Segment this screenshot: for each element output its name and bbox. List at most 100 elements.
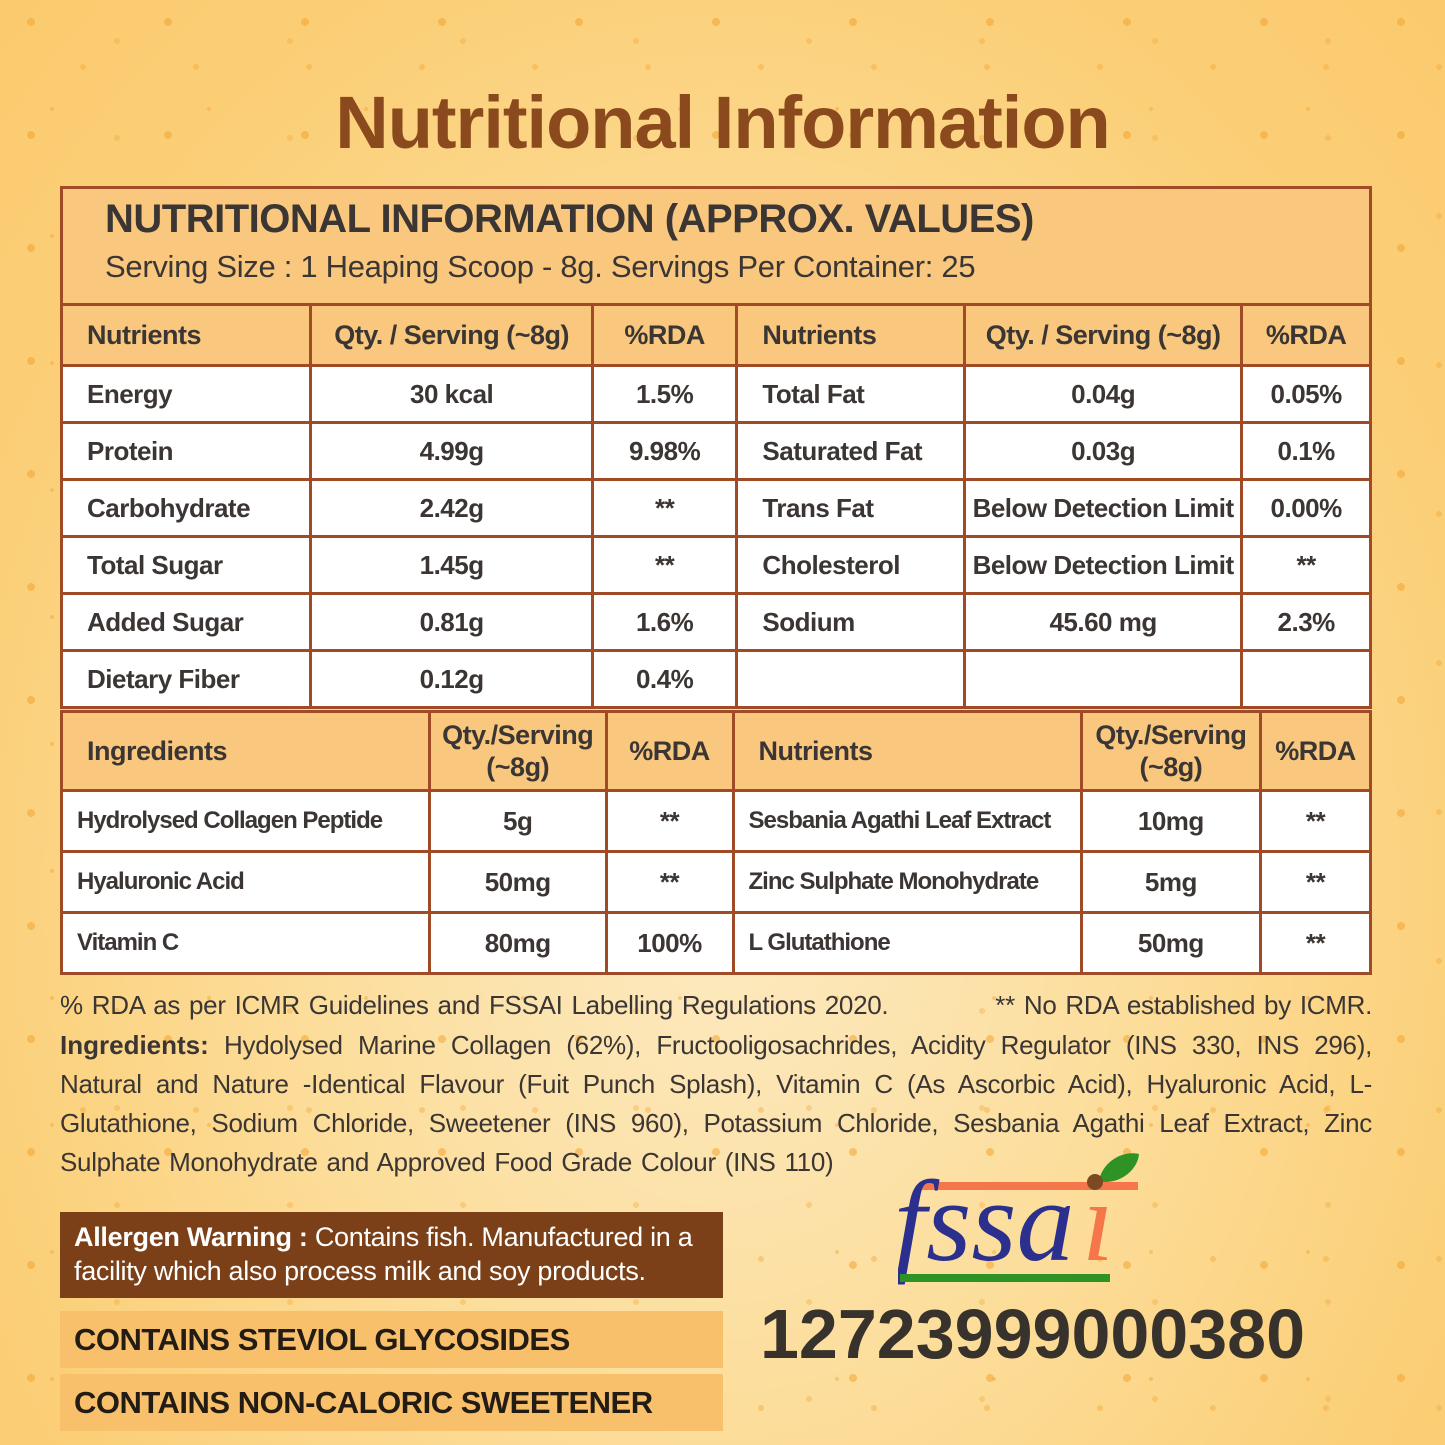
nutrient-rda: ** [590,478,739,538]
leaf-icon [1099,1153,1139,1183]
ingredient-qty: 10mg [1079,789,1263,853]
rda-footnote-line: % RDA as per ICMR Guidelines and FSSAI L… [60,986,1372,1025]
column-header: Nutrients [735,303,966,367]
page-title: Nutritional Information [335,81,1111,164]
column-header: Qty./Serving (~8g) [1079,710,1263,792]
nutrient-name [735,649,966,709]
ingredient-rda: ** [1259,911,1372,975]
nutrient-qty: 2.42g [309,478,594,538]
ingredient-name: Hyaluronic Acid [60,850,431,914]
allergen-warning-box: Allergen Warning : Contains fish. Manufa… [60,1212,723,1298]
nutrient-name: Saturated Fat [735,421,966,481]
nutrient-rda: 1.6% [590,592,739,652]
ingredient-qty: 5g [427,789,608,853]
ingredient-qty: 5mg [1079,850,1263,914]
nutrient-name: Carbohydrate [59,478,313,538]
fssai-logo-text-main: fssa [898,1158,1075,1286]
column-header: %RDA [590,303,739,367]
serving-size-line: Serving Size : 1 Heaping Scoop - 8g. Ser… [105,249,976,284]
nutrient-name: Sodium [735,592,966,652]
steviol-glycosides-bar: CONTAINS STEVIOL GLYCOSIDES [60,1311,723,1368]
fssai-license-number: 12723999000380 [760,1295,1306,1373]
nutrient-rda: 0.4% [590,649,739,709]
nutrition-info-box: NUTRITIONAL INFORMATION (APPROX. VALUES)… [60,186,1372,306]
nutrient-qty: 0.04g [962,364,1244,424]
column-header: Ingredients [60,710,431,792]
nutrient-rda: 1.5% [590,364,739,424]
fssai-logo-orange-bar [920,1182,1138,1190]
nutrient-qty: 45.60 mg [962,592,1244,652]
ingredient-qty: 80mg [427,911,608,975]
ingredient-name: L Glutathione [731,911,1083,975]
nutrient-rda: 9.98% [590,421,739,481]
nutrient-qty [962,649,1244,709]
nutrient-name: Trans Fat [735,478,966,538]
footnotes: % RDA as per ICMR Guidelines and FSSAI L… [60,986,1372,1182]
nutrient-qty: 0.12g [309,649,594,709]
ingredients-table-body: Hydrolysed Collagen Peptide 5g ** Sesban… [60,789,1372,975]
table-row: Hyaluronic Acid 50mg ** Zinc Sulphate Mo… [60,850,1372,914]
nutrient-name: Total Fat [735,364,966,424]
fssai-logo: fssa ı [898,1153,1139,1286]
table-row: Protein 4.99g 9.98% Saturated Fat 0.03g … [59,421,1372,481]
info-box-title: NUTRITIONAL INFORMATION (APPROX. VALUES) [105,197,1034,241]
nutrient-name: Dietary Fiber [59,649,313,709]
ingredient-rda: ** [604,789,735,853]
nutrient-qty: 4.99g [309,421,594,481]
nutrient-name: Total Sugar [59,535,313,595]
nutrient-rda: 0.00% [1240,478,1372,538]
nutrient-qty: Below Detection Limit [962,535,1244,595]
ingredients-label: Ingredients: [60,1030,209,1060]
column-header: %RDA [1259,710,1372,792]
fssai-logo-leaf-dot [1087,1174,1103,1190]
column-header: Qty. / Serving (~8g) [309,303,594,367]
nutrient-qty: 0.81g [309,592,594,652]
fssai-logo-text-i: ı [1082,1158,1114,1286]
table-row: Vitamin C 80mg 100% L Glutathione 50mg *… [60,911,1372,975]
nutrient-qty: 0.03g [962,421,1244,481]
table-row: Dietary Fiber 0.12g 0.4% [59,649,1372,709]
ingredients-table-header-row: Ingredients Qty./Serving (~8g) %RDA Nutrien… [60,710,1372,792]
ingredient-name: Sesbania Agathi Leaf Extract [731,789,1083,853]
ingredient-rda: ** [604,850,735,914]
column-header: Nutrients [59,303,313,367]
fssai-logo-green-underline [900,1274,1110,1282]
nutrient-name: Cholesterol [735,535,966,595]
no-rda-note: ** No RDA established by ICMR. [995,990,1372,1020]
ingredients-statement: Ingredients: Hydolysed Marine Collagen (… [60,1026,1372,1182]
table-row: Hydrolysed Collagen Peptide 5g ** Sesban… [60,789,1372,853]
ingredient-name: Hydrolysed Collagen Peptide [60,789,431,853]
nutrient-rda [1240,649,1372,709]
ingredients-table: Ingredients Qty./Serving (~8g) %RDA Nutrien… [60,710,1372,975]
ingredient-rda: ** [1259,789,1372,853]
column-header: Nutrients [731,710,1083,792]
nutrient-name: Protein [59,421,313,481]
ingredient-name: Zinc Sulphate Monohydrate [731,850,1083,914]
ingredient-qty: 50mg [1079,911,1263,975]
nutrient-rda: ** [590,535,739,595]
nutrients-table-header-row: Nutrients Qty. / Serving (~8g) %RDA Nutrien… [59,303,1372,367]
nutrients-table: Nutrients Qty. / Serving (~8g) %RDA Nutrien… [59,303,1372,709]
column-header: %RDA [1240,303,1372,367]
nutrient-rda: 0.05% [1240,364,1372,424]
nutrient-qty: 30 kcal [309,364,594,424]
ingredient-qty: 50mg [427,850,608,914]
nutrients-table-body: Energy 30 kcal 1.5% Total Fat 0.04g 0.05… [59,364,1372,709]
ingredients-text: Hydolysed Marine Collagen (62%), Fructoo… [60,1030,1372,1177]
column-header: %RDA [604,710,735,792]
nutrient-rda: ** [1240,535,1372,595]
table-row: Carbohydrate 2.42g ** Trans Fat Below De… [59,478,1372,538]
allergen-warning-label: Allergen Warning : [74,1222,315,1252]
nutrient-qty: Below Detection Limit [962,478,1244,538]
table-row: Total Sugar 1.45g ** Cholesterol Below D… [59,535,1372,595]
nutrient-name: Added Sugar [59,592,313,652]
column-header: Qty./Serving (~8g) [427,710,608,792]
rda-note: % RDA as per ICMR Guidelines and FSSAI L… [60,990,889,1020]
table-row: Added Sugar 0.81g 1.6% Sodium 45.60 mg 2… [59,592,1372,652]
column-header: Qty. / Serving (~8g) [962,303,1244,367]
non-caloric-sweetener-bar: CONTAINS NON-CALORIC SWEETENER [60,1374,723,1431]
ingredient-rda: 100% [604,911,735,975]
nutrient-rda: 2.3% [1240,592,1372,652]
allergen-warning-text: Contains fish. Manufactured in a facilit… [74,1222,693,1286]
